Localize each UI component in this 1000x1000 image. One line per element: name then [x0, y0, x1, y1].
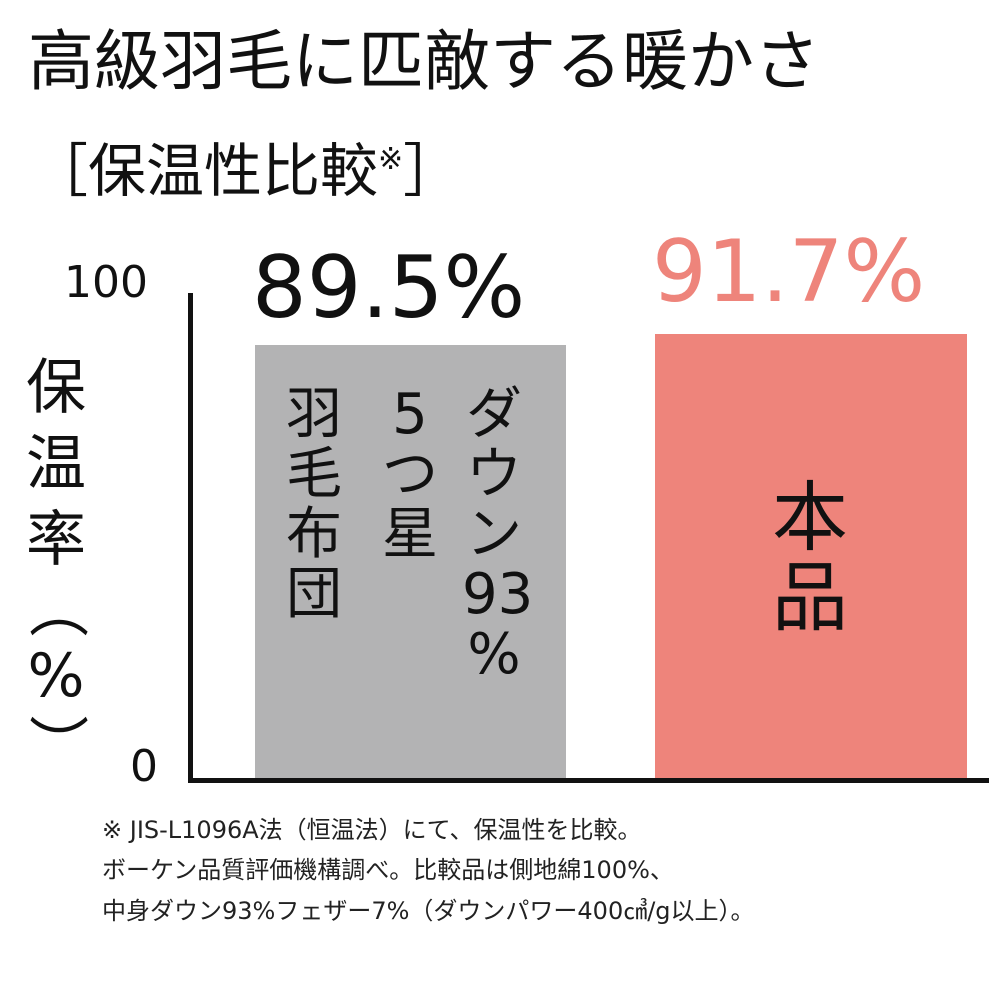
bar-label-char: 毛	[286, 442, 342, 507]
y-label-paren-open: （	[21, 578, 91, 638]
value-label-comparison: 89.5%	[252, 238, 526, 338]
y-label-paren-close: ）	[21, 714, 91, 774]
y-label-char: 率	[26, 505, 86, 575]
footnote-line-1: ※ JIS-L1096A法（恒温法）にて、保温性を比較。	[102, 816, 642, 844]
bar-label-char: 団	[286, 562, 342, 627]
x-axis-line	[188, 778, 989, 783]
y-tick-0: 0	[130, 741, 158, 792]
footnote-mark: ※	[378, 142, 404, 177]
chart-subtitle: ［保温性比較※］	[30, 120, 461, 211]
footnote-line-3: 中身ダウン93%フェザー7%（ダウンパワー400㎤/g以上）。	[102, 897, 755, 925]
y-label-char: 温	[26, 429, 86, 499]
bar-label-char: ダ	[466, 382, 522, 447]
bar-this-product	[655, 334, 967, 778]
y-label-char: 保	[26, 353, 86, 423]
bar-label-char: 93	[462, 562, 534, 627]
bar-label-column-1: 羽 毛 布 団	[282, 385, 346, 625]
y-label-char: %	[27, 641, 85, 711]
bar-label-char: ウ	[466, 442, 522, 507]
bar-label-this-product: 本 品	[760, 478, 860, 638]
bar-label-char: %	[467, 622, 521, 687]
bar-label-char: 本	[772, 473, 848, 562]
chart-title: 高級羽毛に匹敵する暖かさ	[28, 23, 820, 100]
bar-label-char: 品	[772, 553, 848, 642]
bar-label-char: 羽	[286, 382, 342, 447]
subtitle-close: ］	[403, 137, 462, 205]
bar-label-column-3: ダ ウ ン 93 %	[462, 382, 534, 687]
y-axis-line	[188, 293, 193, 783]
bar-comparison-product	[255, 345, 566, 778]
footnote-line-2: ボーケン品質評価機構調べ。比較品は側地綿100%、	[102, 856, 674, 884]
bar-label-char: 布	[286, 502, 342, 567]
bar-label-char: 5	[392, 382, 428, 447]
bar-label-char: ン	[466, 502, 522, 567]
value-label-this-product: 91.7%	[652, 222, 926, 322]
bar-label-column-2: 5 つ 星	[378, 385, 442, 565]
y-axis-label: 保 温 率 （ % ）	[6, 350, 106, 774]
bar-label-char: つ	[382, 442, 438, 507]
bar-label-char: 星	[382, 502, 438, 567]
subtitle-text: ［保温性比較	[30, 137, 379, 205]
y-tick-100: 100	[64, 257, 148, 308]
